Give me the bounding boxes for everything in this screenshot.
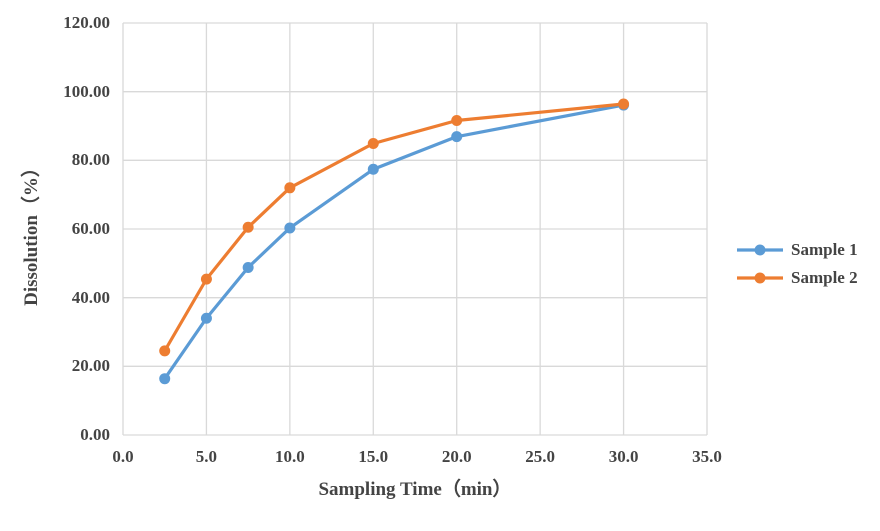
y-axis-tick-label: 40.00 bbox=[71, 287, 110, 307]
y-axis-tick-label: 120.00 bbox=[63, 13, 110, 32]
y-axis-tick-label: 100.00 bbox=[63, 81, 110, 101]
data-point-marker bbox=[618, 98, 630, 110]
series-sample-2 bbox=[159, 98, 630, 357]
x-axis-tick-label: 5.0 bbox=[195, 447, 218, 466]
data-point-marker bbox=[200, 273, 212, 285]
series-sample-1 bbox=[159, 99, 630, 385]
legend-label: Sample 2 bbox=[791, 268, 858, 287]
legend-marker-icon bbox=[737, 272, 783, 284]
data-point-marker bbox=[367, 163, 379, 175]
x-axis-tick-label: 25.0 bbox=[525, 447, 556, 466]
x-axis-tick-label: 15.0 bbox=[358, 447, 389, 466]
data-point-marker bbox=[200, 312, 212, 324]
data-point-marker bbox=[242, 261, 254, 273]
legend-item: Sample 1 bbox=[737, 236, 858, 264]
series-line bbox=[163, 103, 626, 381]
x-axis-tick-label: 35.0 bbox=[692, 447, 722, 466]
data-point-marker bbox=[242, 221, 254, 233]
series-line bbox=[163, 102, 626, 353]
legend-item: Sample 2 bbox=[737, 264, 858, 292]
gridlines bbox=[122, 22, 708, 436]
legend: Sample 1 Sample 2 bbox=[737, 236, 858, 292]
data-point-marker bbox=[159, 373, 171, 385]
y-axis-tick-label: 0.00 bbox=[80, 425, 110, 444]
y-axis-tick-label: 60.00 bbox=[71, 219, 110, 238]
data-point-marker bbox=[367, 138, 379, 150]
y-axis-tick-label: 20.00 bbox=[71, 356, 110, 376]
legend-marker-icon bbox=[737, 244, 783, 256]
data-point-marker bbox=[159, 345, 171, 357]
x-axis-tick-label: 20.0 bbox=[441, 447, 472, 466]
legend-label: Sample 1 bbox=[791, 240, 858, 259]
y-axis-tick-label: 80.00 bbox=[71, 150, 110, 170]
x-axis-title: Sampling Time（min） bbox=[318, 479, 512, 500]
data-point-marker bbox=[451, 115, 463, 127]
data-point-marker bbox=[284, 222, 296, 234]
x-axis-tick-label: 10.0 bbox=[274, 447, 305, 466]
data-point-marker bbox=[451, 131, 463, 143]
data-point-marker bbox=[284, 182, 296, 194]
x-axis-tick-label: 0.0 bbox=[112, 447, 134, 466]
x-axis-tick-label: 30.0 bbox=[608, 447, 639, 466]
